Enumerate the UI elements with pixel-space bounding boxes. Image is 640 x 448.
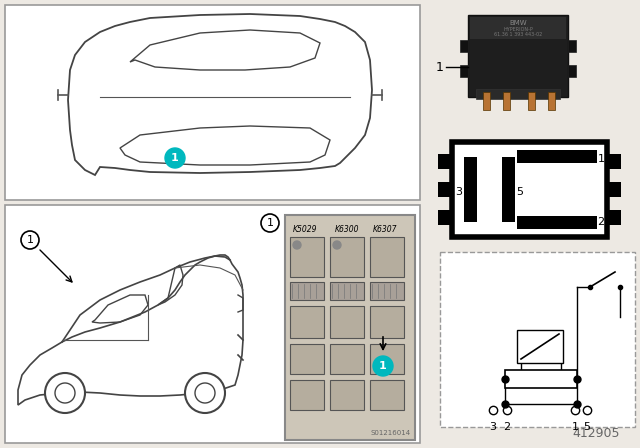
- Bar: [330, 344, 364, 374]
- Bar: [290, 306, 324, 338]
- Bar: [452, 142, 607, 237]
- Circle shape: [165, 148, 185, 168]
- Bar: [330, 306, 364, 338]
- Bar: [517, 216, 597, 229]
- Bar: [517, 150, 597, 163]
- Text: BMW: BMW: [509, 20, 527, 26]
- Bar: [290, 380, 324, 410]
- Text: 412905: 412905: [573, 427, 620, 440]
- Bar: [607, 154, 621, 169]
- Circle shape: [45, 373, 85, 413]
- Bar: [370, 282, 404, 300]
- Bar: [290, 344, 324, 374]
- Circle shape: [373, 356, 393, 376]
- Text: HYPERION-P: HYPERION-P: [503, 26, 533, 31]
- Text: K5029: K5029: [293, 225, 317, 234]
- Text: 61.36 1 393 443-02: 61.36 1 393 443-02: [494, 31, 542, 36]
- Bar: [330, 380, 364, 410]
- Text: 1: 1: [171, 153, 179, 163]
- Bar: [290, 237, 324, 277]
- Bar: [470, 17, 566, 39]
- Text: 1: 1: [598, 154, 605, 164]
- Bar: [464, 157, 477, 222]
- Bar: [503, 92, 510, 110]
- Text: 3: 3: [456, 187, 463, 197]
- Bar: [517, 330, 563, 363]
- Bar: [370, 344, 404, 374]
- Bar: [607, 182, 621, 197]
- Circle shape: [333, 241, 341, 249]
- Bar: [568, 40, 576, 52]
- Bar: [460, 65, 468, 77]
- Text: K6307: K6307: [373, 225, 397, 234]
- Bar: [502, 157, 515, 222]
- Bar: [440, 252, 635, 427]
- Bar: [290, 282, 324, 300]
- Bar: [607, 210, 621, 225]
- Text: K6300: K6300: [335, 225, 360, 234]
- Bar: [330, 237, 364, 277]
- Bar: [476, 89, 560, 99]
- Bar: [483, 92, 490, 110]
- Bar: [505, 370, 577, 388]
- Bar: [528, 92, 535, 110]
- Circle shape: [261, 214, 279, 232]
- Bar: [5, 205, 420, 443]
- Text: 1: 1: [436, 60, 444, 73]
- Bar: [460, 40, 468, 52]
- Bar: [5, 5, 420, 200]
- Bar: [370, 237, 404, 277]
- Text: S01216014: S01216014: [371, 430, 411, 436]
- Circle shape: [21, 231, 39, 249]
- Circle shape: [55, 383, 75, 403]
- Bar: [548, 92, 555, 110]
- Bar: [438, 182, 452, 197]
- Circle shape: [293, 241, 301, 249]
- Text: 1: 1: [26, 235, 33, 245]
- Bar: [370, 306, 404, 338]
- Text: 3: 3: [490, 422, 497, 432]
- Circle shape: [185, 373, 225, 413]
- Text: 5: 5: [516, 187, 524, 197]
- Bar: [330, 282, 364, 300]
- Bar: [438, 210, 452, 225]
- Bar: [568, 65, 576, 77]
- Bar: [468, 15, 568, 97]
- Text: 1: 1: [572, 422, 579, 432]
- Circle shape: [195, 383, 215, 403]
- Text: 2: 2: [597, 217, 605, 227]
- Bar: [370, 380, 404, 410]
- Bar: [285, 215, 415, 440]
- Text: 1: 1: [379, 361, 387, 371]
- Text: 1: 1: [266, 218, 273, 228]
- Bar: [438, 154, 452, 169]
- Text: 2: 2: [504, 422, 511, 432]
- Text: 5: 5: [584, 422, 591, 432]
